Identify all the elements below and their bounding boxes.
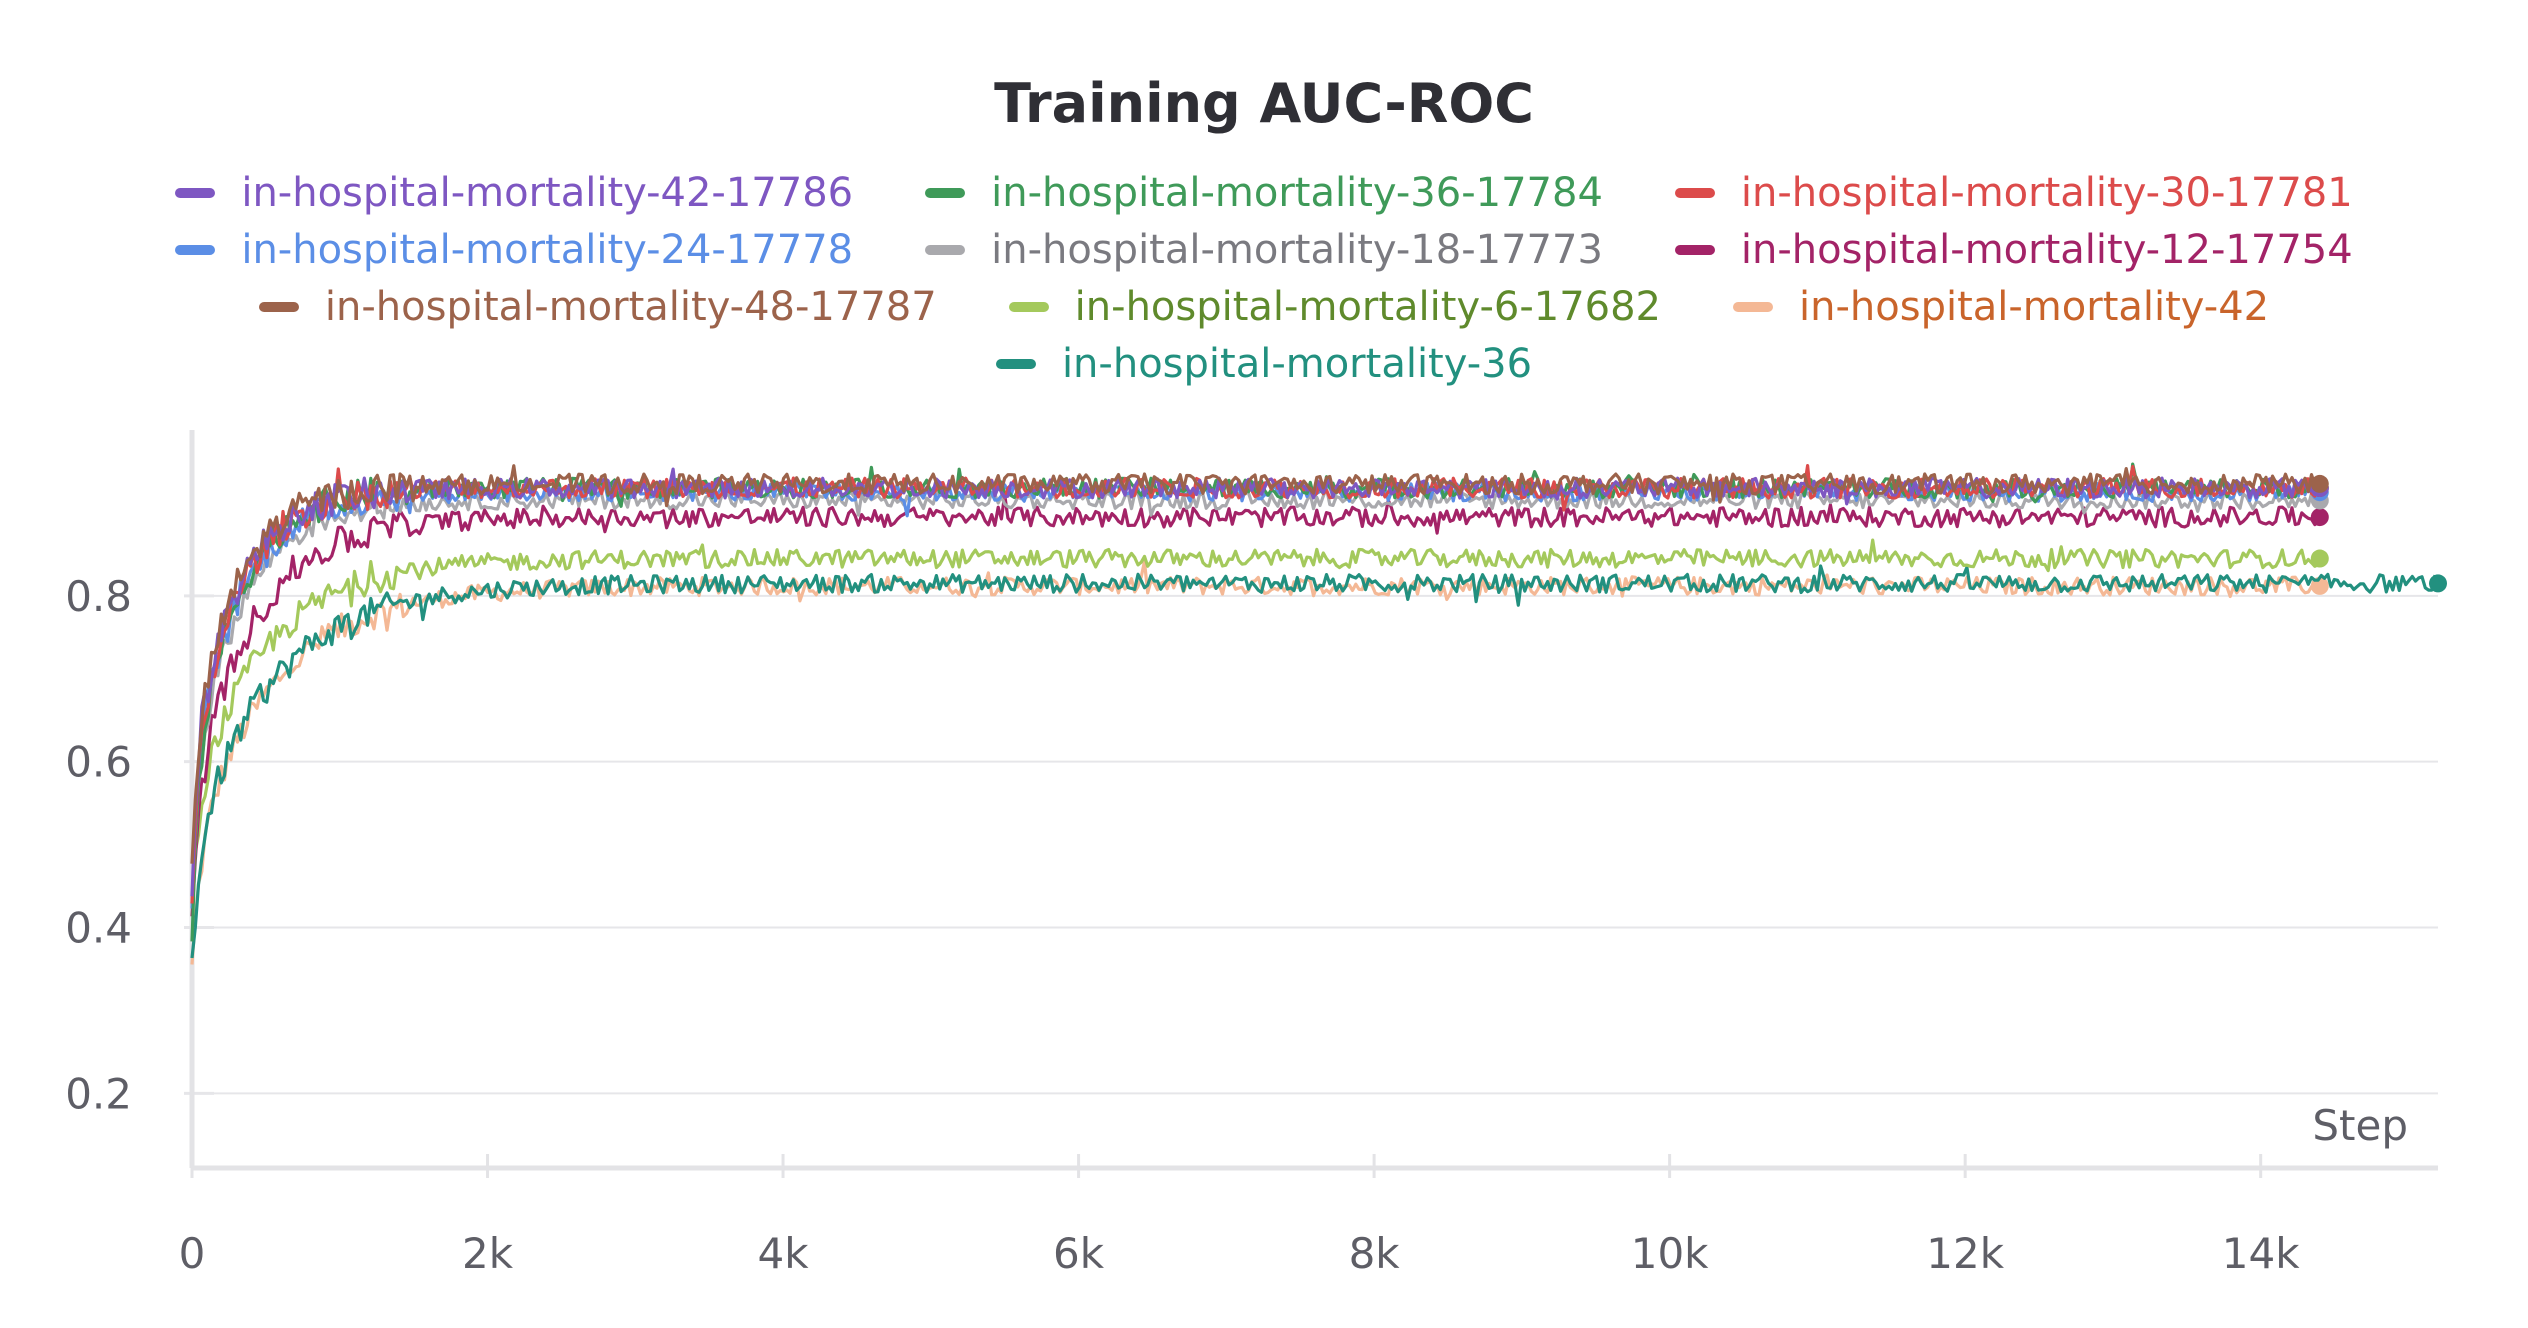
series-end-point — [2429, 574, 2447, 593]
legend-label: in-hospital-mortality-48-17787 — [324, 284, 937, 330]
legend-swatch — [995, 359, 1036, 369]
legend-row-4: in-hospital-mortality-36 — [0, 341, 2528, 387]
legend-label: in-hospital-mortality-36-17784 — [991, 170, 1603, 216]
legend-item[interactable]: in-hospital-mortality-42 — [1733, 284, 2269, 330]
legend-item[interactable]: in-hospital-mortality-36-17784 — [925, 170, 1603, 216]
legend-swatch — [1008, 302, 1049, 312]
legend-item[interactable]: in-hospital-mortality-30-17781 — [1674, 170, 2353, 216]
series-line — [190, 462, 2320, 942]
x-tick-label: 0 — [179, 1229, 206, 1278]
legend-item[interactable]: in-hospital-mortality-42-17786 — [175, 170, 853, 216]
series-end-point — [2310, 549, 2329, 568]
legend-swatch — [1674, 188, 1715, 198]
legend-label: in-hospital-mortality-12-17754 — [1740, 227, 2353, 273]
legend-item[interactable]: in-hospital-mortality-48-17787 — [258, 284, 937, 330]
axis-layer: 0.2 0.4 0.6 0.8 0 2k 4k 6k 8k 10k 12k 14k — [65, 430, 2438, 1278]
legend-label: in-hospital-mortality-30-17781 — [1740, 170, 2353, 216]
y-tick-label: 0.6 — [65, 738, 132, 787]
series-line — [190, 538, 2319, 904]
legend-label: in-hospital-mortality-36 — [1061, 341, 1533, 387]
legend-swatch — [175, 188, 216, 198]
legend-item[interactable]: in-hospital-mortality-12-17754 — [1674, 227, 2353, 273]
legend-swatch — [925, 245, 966, 255]
legend-swatch — [1733, 302, 1773, 312]
legend-item[interactable]: in-hospital-mortality-24-17778 — [175, 227, 853, 273]
legend-label: in-hospital-mortality-24-17778 — [241, 227, 854, 273]
x-tick-label: 12k — [1926, 1229, 2004, 1278]
x-tick-label: 10k — [1631, 1229, 1709, 1278]
y-tick-label: 0.8 — [65, 572, 132, 621]
chart-title: Training AUC-ROC — [994, 72, 1534, 135]
legend-swatch — [258, 302, 299, 312]
legend-swatch — [925, 188, 966, 198]
series-line — [190, 464, 2320, 864]
series-end-point — [2310, 508, 2329, 527]
legend-label: in-hospital-mortality-18-17773 — [991, 227, 1603, 273]
series-line — [190, 464, 2320, 904]
x-tick-label: 6k — [1053, 1229, 1105, 1278]
legend-swatch — [1674, 245, 1715, 255]
legend-row-3: in-hospital-mortality-48-17787 in-hospit… — [0, 284, 2528, 330]
series-line — [190, 481, 2320, 909]
x-tick-label: 8k — [1349, 1229, 1401, 1278]
x-tick-label: 2k — [462, 1229, 514, 1278]
x-tick-label: 4k — [758, 1229, 810, 1278]
series-line — [190, 467, 2320, 897]
legend-row-2: in-hospital-mortality-24-17778 in-hospit… — [0, 227, 2528, 273]
legend-label: in-hospital-mortality-42 — [1799, 284, 2270, 330]
grid-layer — [184, 594, 2438, 1095]
series-end-point — [2310, 474, 2329, 493]
legend-label: in-hospital-mortality-42-17786 — [241, 170, 854, 216]
x-axis-title: Step — [2312, 1101, 2408, 1150]
series-line — [190, 559, 2319, 965]
series-line — [190, 564, 2437, 959]
series-line — [190, 493, 2319, 917]
legend-label: in-hospital-mortality-6-17682 — [1074, 284, 1661, 330]
legend-item[interactable]: in-hospital-mortality-6-17682 — [1008, 284, 1661, 330]
legend-swatch — [175, 245, 216, 255]
series-layer — [190, 462, 2447, 965]
legend-item[interactable]: in-hospital-mortality-36 — [995, 341, 1533, 387]
y-tick-label: 0.4 — [65, 904, 132, 953]
legend-row-1: in-hospital-mortality-42-17786 in-hospit… — [0, 170, 2528, 216]
legend-item[interactable]: in-hospital-mortality-18-17773 — [925, 227, 1603, 273]
y-tick-label: 0.2 — [65, 1069, 132, 1118]
x-tick-label: 14k — [2222, 1229, 2300, 1278]
